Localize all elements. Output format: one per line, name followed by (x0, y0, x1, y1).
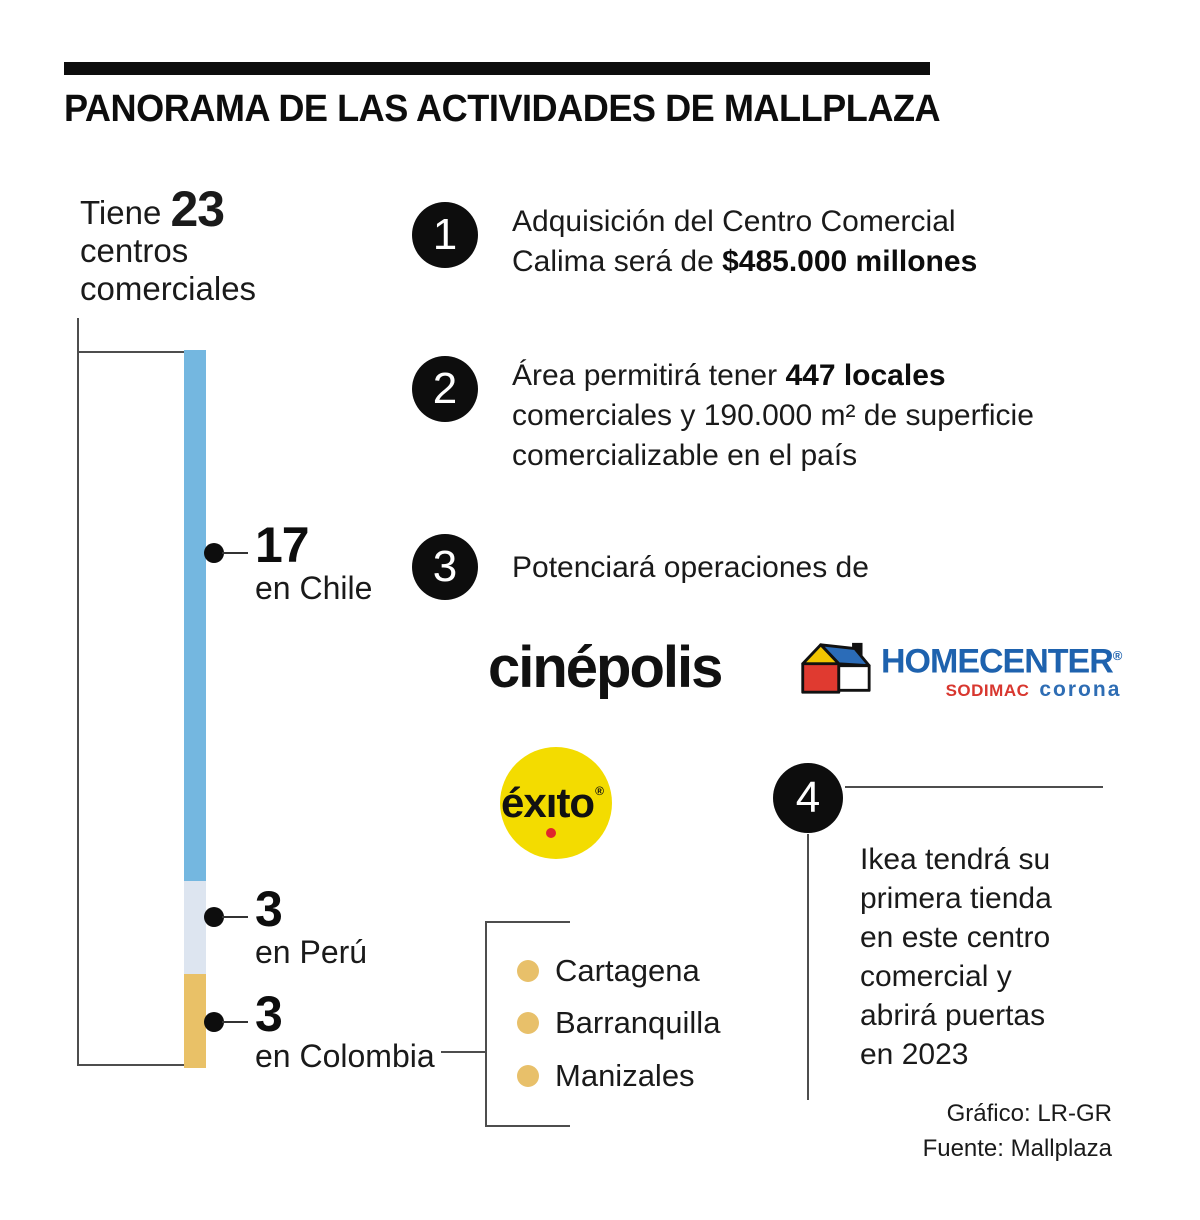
bar-segment-colombia (184, 974, 206, 1068)
bracket-vertical-line (77, 318, 79, 1066)
credit-graphic: Gráfico: LR-GR (946, 1100, 1112, 1127)
cities-bracket-bottom (485, 1125, 570, 1127)
number-1: 1 (432, 210, 458, 259)
colombia-connector-line (441, 1051, 485, 1053)
exito-letter-i: ı (545, 779, 558, 838)
label-chile: en Chile (255, 570, 373, 606)
stacked-bar (184, 350, 206, 1068)
exito-i-glyph: ı (545, 779, 558, 826)
item-text-1: Adquisición del Centro Comercial Calima … (512, 202, 1132, 282)
number-3: 3 (432, 542, 458, 591)
homecenter-reg-mark: ® (1112, 648, 1123, 663)
header-rule (64, 62, 930, 75)
homecenter-name: HOMECENTER® (881, 641, 1123, 678)
corona-wordmark: corona (1039, 678, 1122, 702)
item-4-pre: Ikea tendrá su primera tienda en este ce… (860, 843, 1052, 1071)
item-2-bold: 447 locales (785, 359, 946, 392)
homecenter-name-text: HOMECENTER (881, 642, 1114, 681)
cities-bracket-vertical (485, 921, 487, 1127)
bracket-bottom-line (77, 1064, 184, 1066)
item-3-pre: Potenciará operaciones de (512, 551, 869, 584)
summary-total: 23 (170, 181, 226, 237)
label-colombia: en Colombia (255, 1038, 435, 1074)
bracket-top-line (77, 351, 184, 353)
number-badge-2: 2 (412, 356, 478, 422)
marker-line-colombia (222, 1021, 248, 1023)
homecenter-subbrands: SODIMAC corona (946, 678, 1122, 702)
exito-wordmark: éxı to® (501, 779, 611, 838)
marker-dot-peru (204, 907, 224, 927)
bullet-icon (517, 960, 539, 982)
bullet-icon (517, 1012, 539, 1034)
homecenter-house-icon (798, 641, 872, 701)
cinepolis-logo: cinépolis (488, 635, 723, 700)
exito-reg-mark: ® (595, 784, 604, 798)
number-2: 2 (432, 364, 458, 413)
number-4: 4 (795, 773, 821, 822)
summary-prefix: Tiene (80, 194, 162, 231)
number-badge-4: 4 (773, 763, 843, 833)
item-text-4: Ikea tendrá su primera tienda en este ce… (860, 840, 1110, 1074)
item-1-bold: $485.000 millones (722, 245, 978, 278)
marker-line-chile (222, 552, 248, 554)
number-badge-3: 3 (412, 534, 478, 600)
item-text-3: Potenciará operaciones de (512, 548, 1132, 588)
bar-segment-chile (184, 350, 206, 881)
marker-dot-chile (204, 543, 224, 563)
bullet-icon (517, 1065, 539, 1087)
city-label: Barranquilla (555, 1005, 721, 1040)
marker-line-peru (222, 916, 248, 918)
credit-source: Fuente: Mallplaza (922, 1135, 1112, 1162)
value-peru: 3 (255, 881, 283, 937)
bar-segment-peru (184, 880, 206, 975)
exito-logo: éxı to® (500, 747, 612, 859)
summary-block: Tiene 23 centros comerciales (80, 184, 257, 308)
list-item-barranquilla: Barranquilla (517, 1005, 720, 1041)
exito-part1: éx (501, 779, 547, 826)
item-2-post: comerciales y 190.000 m² de superficie c… (512, 399, 1034, 472)
homecenter-logo: HOMECENTER® SODIMAC corona (798, 641, 1123, 702)
summary-line1: Tiene 23 (80, 184, 256, 234)
item-4-vertical-line (807, 834, 809, 1100)
exito-red-dot-icon (546, 828, 557, 838)
homecenter-wordmark: HOMECENTER® SODIMAC corona (881, 641, 1123, 702)
item-text-2: Área permitirá tener 447 locales comerci… (512, 356, 1152, 476)
label-peru: en Perú (255, 934, 368, 970)
city-label: Manizales (555, 1058, 695, 1093)
page-title: PANORAMA DE LAS ACTIVIDADES DE MALLPLAZA (64, 88, 941, 130)
cities-bracket-top (485, 921, 570, 923)
summary-rest: centros comerciales (80, 232, 257, 307)
exito-part2: to (556, 779, 595, 826)
city-label: Cartagena (555, 953, 700, 988)
marker-dot-colombia (204, 1012, 224, 1032)
value-chile: 17 (255, 517, 310, 573)
value-colombia: 3 (255, 986, 283, 1042)
sodimac-wordmark: SODIMAC (945, 681, 1030, 701)
item-1-pre: Adquisición del Centro Comercial Calima … (512, 205, 956, 278)
credits-block: Gráfico: LR-GR Fuente: Mallplaza (923, 1096, 1112, 1166)
list-item-manizales: Manizales (517, 1058, 695, 1094)
item-4-horizontal-line (845, 786, 1103, 788)
item-2-pre: Área permitirá tener (512, 359, 786, 392)
list-item-cartagena: Cartagena (517, 953, 700, 989)
number-badge-1: 1 (412, 202, 478, 268)
